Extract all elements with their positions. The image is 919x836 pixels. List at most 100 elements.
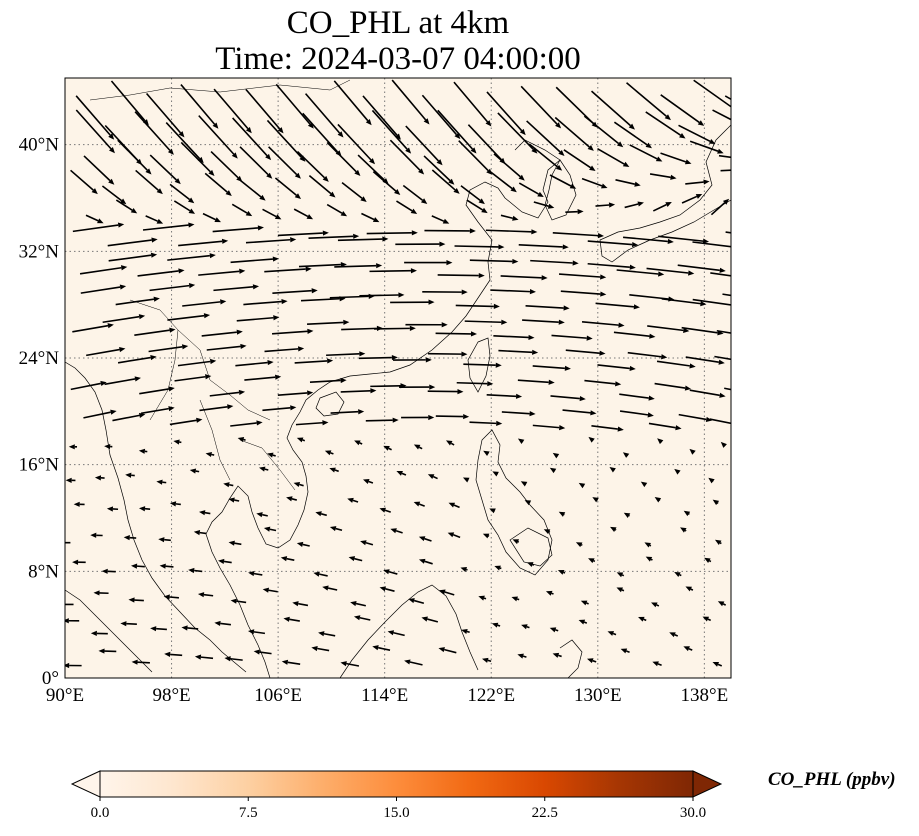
wind-arrow: [138, 506, 151, 512]
wind-arrow: [689, 140, 724, 154]
wind-arrow: [326, 351, 366, 357]
wind-arrow: [262, 208, 282, 220]
wind-arrow: [716, 329, 731, 334]
wind-arrow: [228, 497, 240, 503]
wind-arrow: [640, 481, 648, 488]
wind-arrow: [240, 179, 266, 201]
coastline-philippines: [475, 429, 553, 576]
wind-arrow: [518, 182, 544, 198]
wind-arrow: [486, 91, 526, 136]
wind-arrow: [362, 95, 401, 140]
wind-arrow: [311, 645, 330, 652]
wind-arrow: [555, 86, 598, 128]
wind-arrow: [235, 360, 274, 367]
coastline-asia-mainland: [205, 139, 561, 678]
wind-arrow: [447, 532, 461, 539]
wind-arrow: [486, 393, 523, 399]
wind-arrow: [247, 629, 266, 635]
x-tick-label: 138°E: [681, 685, 729, 706]
wind-arrow: [204, 172, 232, 197]
wind-arrow: [128, 597, 144, 603]
wind-arrow: [615, 179, 641, 187]
wind-arrow: [93, 590, 109, 596]
wind-arrow: [228, 540, 242, 546]
wind-arrow: [661, 298, 707, 307]
wind-arrow: [526, 120, 565, 156]
wind-arrow: [295, 420, 329, 426]
wind-arrow: [142, 222, 195, 231]
wind-arrow: [652, 202, 672, 212]
wind-arrow: [588, 436, 595, 443]
wind-arrow: [125, 472, 135, 478]
wind-arrow: [65, 541, 71, 544]
wind-arrow: [245, 237, 297, 244]
wind-arrow: [206, 343, 247, 351]
wind-arrow: [554, 116, 594, 151]
wind-arrow: [180, 141, 215, 176]
wind-arrow: [360, 540, 374, 546]
wind-arrow: [65, 477, 76, 483]
wind-arrow: [595, 202, 616, 208]
wind-arrow: [464, 319, 508, 325]
wind-arrow: [396, 470, 407, 476]
wind-arrow: [718, 154, 731, 159]
wind-arrow: [438, 647, 457, 654]
wind-arrow: [490, 289, 536, 295]
wind-arrow: [329, 467, 339, 473]
colorbar-body: [99, 770, 694, 798]
wind-arrow: [266, 119, 306, 162]
wind-arrow: [669, 632, 679, 638]
wind-arrow: [201, 329, 243, 337]
wind-arrow: [431, 215, 450, 224]
wind-arrow: [189, 468, 200, 474]
wind-arrow: [354, 440, 363, 446]
wind-arrow: [692, 298, 731, 306]
wind-arrow: [683, 510, 691, 517]
wind-arrow: [469, 420, 503, 426]
wind-arrow: [435, 331, 477, 337]
wind-arrow: [520, 85, 562, 129]
wind-arrow: [210, 150, 243, 182]
wind-arrow: [298, 262, 347, 268]
wind-arrow: [145, 92, 185, 138]
wind-arrow: [272, 288, 318, 294]
wind-arrow: [674, 468, 681, 475]
wind-arrow: [348, 556, 363, 562]
wind-arrow: [557, 569, 566, 575]
wind-arrow: [322, 585, 338, 591]
wind-arrow: [213, 284, 260, 292]
wind-arrow: [501, 411, 536, 417]
wind-arrow: [399, 384, 436, 390]
wind-arrow: [313, 571, 328, 577]
wind-arrow: [169, 501, 181, 507]
wind-arrow: [198, 268, 246, 276]
wind-vectors: [65, 79, 731, 669]
wind-arrow: [390, 528, 403, 534]
wind-arrow: [83, 409, 117, 419]
y-tick-label: 40°N: [19, 135, 60, 156]
map-title: CO_PHL at 4km: [286, 5, 510, 41]
wind-arrow: [565, 209, 584, 215]
wind-arrow: [140, 406, 175, 415]
wind-arrow: [660, 94, 705, 126]
wind-arrow: [424, 228, 476, 234]
wind-arrow: [169, 417, 203, 426]
wind-arrow: [525, 304, 570, 311]
wind-arrow: [595, 302, 640, 310]
wind-arrow: [493, 334, 535, 341]
wind-arrow: [437, 109, 477, 154]
wind-arrow: [461, 629, 470, 635]
wind-arrow: [644, 542, 652, 548]
wind-arrow: [431, 169, 460, 194]
map-field: [65, 78, 731, 678]
wind-arrow: [717, 601, 727, 607]
wind-arrow: [493, 153, 525, 181]
wind-arrow: [683, 646, 693, 652]
wind-arrow: [294, 358, 334, 364]
wind-arrow: [491, 622, 501, 628]
wind-arrow: [678, 124, 716, 145]
wind-arrow: [466, 199, 488, 214]
wind-arrow: [330, 409, 365, 415]
wind-arrow: [500, 214, 519, 221]
wind-arrow: [318, 631, 336, 637]
